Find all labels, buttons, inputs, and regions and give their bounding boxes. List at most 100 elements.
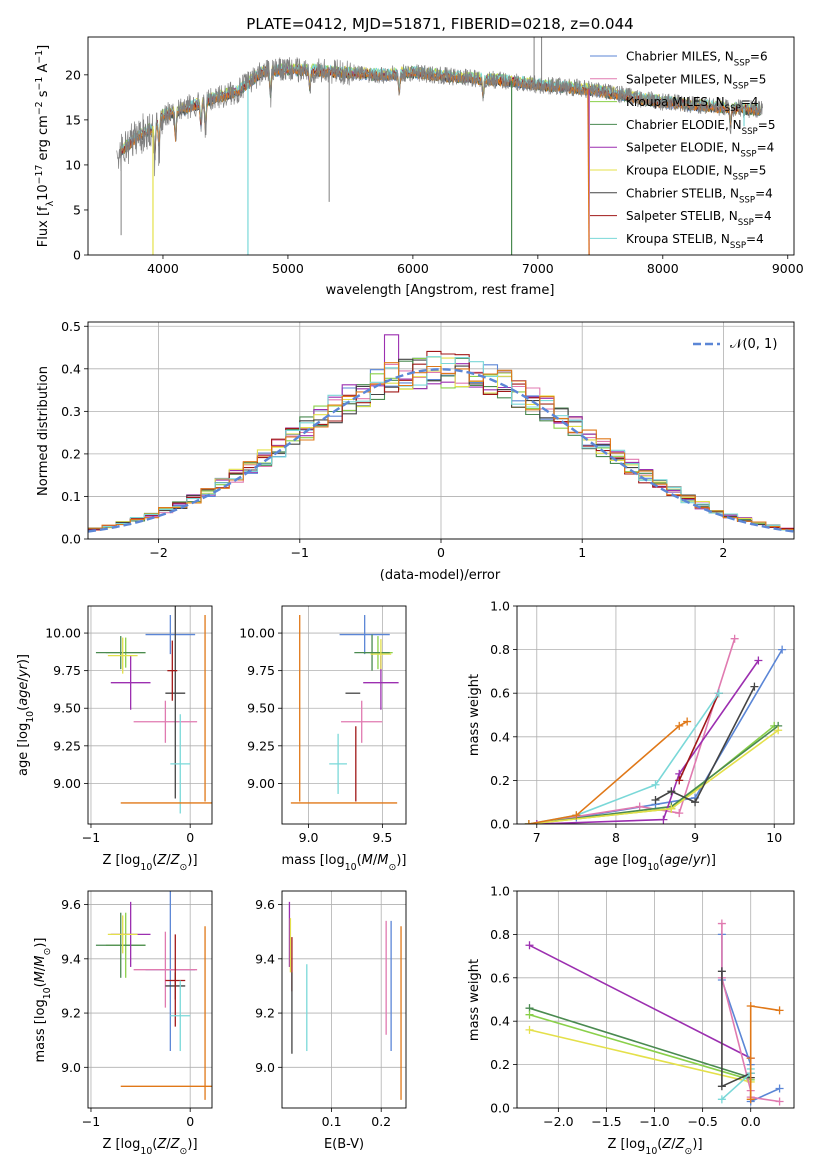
series-marker xyxy=(714,689,723,698)
plot-mass_weight_vs_Z: −2.0 −1.5 −1.0 −0.5 0.0 0.0 0.2 0.4 0.6 0.8 1.0 Z [… xyxy=(467,884,795,1157)
y-tick-label: 9.4 xyxy=(61,951,81,966)
model-dropout xyxy=(587,89,590,255)
y-tick-label: 9.2 xyxy=(255,1006,275,1021)
plot-residual_hist: −2 −1 0 1 2 0.0 0.1 0.2 0.3 0.4 0.5 𝒩(0, 1) (data-mo… xyxy=(36,319,795,583)
y-tick-label: 9.75 xyxy=(247,663,275,678)
axes-frame xyxy=(87,36,795,256)
plot-area xyxy=(524,634,787,824)
series-line xyxy=(536,660,760,824)
x-tick-label: 4000 xyxy=(147,261,179,276)
plot-area xyxy=(95,891,212,1100)
histogram-step xyxy=(88,358,794,530)
series-line xyxy=(528,720,688,824)
x-axis-label: E(B-V) xyxy=(324,1137,364,1152)
series-marker xyxy=(717,919,726,928)
series-line xyxy=(528,725,779,824)
y-tick-label: 0 xyxy=(73,248,81,263)
y-tick-label: 9.4 xyxy=(255,951,275,966)
x-tick-label: 10 xyxy=(766,830,782,845)
plot-mass_vs_EBV: 0.1 0.2 9.0 9.2 9.4 9.6 E(B-V) xyxy=(255,890,407,1152)
series-line xyxy=(529,1007,751,1079)
axes-frame xyxy=(281,890,407,1109)
series-line xyxy=(529,1013,751,1081)
axes-frame xyxy=(87,605,213,825)
y-tick-label: 9.75 xyxy=(53,663,81,678)
y-tick-label: 9.0 xyxy=(255,1060,275,1075)
legend-label: Chabrier STELIB, NSSP=4 xyxy=(626,186,773,205)
series-marker xyxy=(730,634,739,643)
y-tick-label: 10 xyxy=(65,157,81,172)
legend-label: Salpeter ELODIE, NSSP=4 xyxy=(626,141,774,160)
series-line xyxy=(529,944,752,1059)
series-marker xyxy=(667,804,676,813)
y-tick-label: 0.6 xyxy=(490,970,510,985)
series-marker xyxy=(750,682,759,691)
legend: Chabrier MILES, NSSP=6 Salpeter MILES, NS… xyxy=(590,50,775,251)
x-tick-label: 8 xyxy=(612,830,620,845)
y-axis-label: Normed distribution xyxy=(36,366,51,496)
legend-label: 𝒩(0, 1) xyxy=(730,337,777,352)
x-tick-label: 0 xyxy=(437,545,445,560)
axes-frame xyxy=(516,890,795,1109)
series-marker xyxy=(778,645,787,654)
x-axis-label: age [log10(age/yr)] xyxy=(594,853,716,873)
legend-label: Kroupa STELIB, NSSP=4 xyxy=(626,232,764,251)
plot-mass_weight_vs_age: 7 8 9 10 0.0 0.2 0.4 0.6 0.8 1.0 age [log10(age/yr… xyxy=(467,599,795,873)
legend-label: Salpeter STELIB, NSSP=4 xyxy=(626,209,772,228)
y-tick-label: 0.2 xyxy=(490,1057,510,1072)
series-line xyxy=(678,692,720,781)
plot-area xyxy=(88,334,794,533)
plot-area xyxy=(290,615,399,804)
y-axis-label: age [log10(age/yr)] xyxy=(16,654,36,776)
plot-area xyxy=(116,37,763,255)
x-axis-label: wavelength [Angstrom, rest frame] xyxy=(326,283,555,298)
series-line xyxy=(528,638,736,824)
series-marker xyxy=(775,1006,784,1015)
y-tick-label: 9.6 xyxy=(255,897,275,912)
x-tick-label: −2 xyxy=(149,545,167,560)
series-marker xyxy=(746,1095,755,1104)
series-marker xyxy=(635,802,644,811)
series-marker xyxy=(717,1095,726,1104)
y-tick-label: 0.4 xyxy=(61,361,81,376)
y-tick-label: 0.8 xyxy=(490,642,510,657)
legend-label: Chabrier ELODIE, NSSP=5 xyxy=(626,118,775,137)
plot-mass_vs_Z: −1 0 9.0 9.2 9.4 9.6 Z [log10(Z/Z⊙)] mass [log1… xyxy=(33,890,213,1157)
legend-label: Chabrier MILES, NSSP=6 xyxy=(626,50,768,69)
x-tick-label: 8000 xyxy=(647,261,679,276)
plot-age_vs_mass: 9.0 9.5 9.00 9.25 9.50 9.75 10.00 mass [log10(M… xyxy=(239,605,407,873)
series-line xyxy=(528,729,779,824)
y-tick-label: 0.4 xyxy=(490,1014,510,1029)
axes-frame xyxy=(87,890,213,1109)
series-line xyxy=(721,971,752,1088)
y-tick-label: 9.0 xyxy=(61,1060,81,1075)
x-tick-label: 0 xyxy=(186,830,194,845)
y-tick-label: 0.0 xyxy=(61,532,81,547)
axes-frame xyxy=(87,321,795,540)
y-tick-label: 0.4 xyxy=(490,729,510,744)
x-tick-label: 0.0 xyxy=(741,1114,761,1129)
x-tick-label: 7 xyxy=(533,830,541,845)
x-axis-label: Z [log10(Z/Z⊙)] xyxy=(102,853,197,873)
y-axis-label: mass [log10(M/M⊙)] xyxy=(33,938,53,1063)
x-tick-label: 5000 xyxy=(272,261,304,276)
legend-label: Kroupa MILES, NSSP=4 xyxy=(626,95,759,114)
series-marker xyxy=(775,1097,784,1106)
x-tick-label: −0.5 xyxy=(687,1114,717,1129)
series-marker xyxy=(775,1084,784,1093)
y-tick-label: 9.50 xyxy=(53,701,81,716)
series-marker xyxy=(683,717,692,726)
x-tick-label: 6000 xyxy=(397,261,429,276)
y-tick-label: 9.25 xyxy=(247,738,275,753)
x-tick-label: −1 xyxy=(82,1114,100,1129)
series-marker xyxy=(525,941,534,950)
y-tick-label: 0.0 xyxy=(490,1101,510,1116)
plot-age_vs_Z: −1 0 9.00 9.25 9.50 9.75 10.00 Z [log10(Z/Z⊙)] a… xyxy=(16,605,213,873)
x-tick-label: 2 xyxy=(719,545,727,560)
x-tick-label: 9.5 xyxy=(372,830,392,845)
series-marker xyxy=(572,811,581,820)
series-marker xyxy=(675,809,684,818)
series-marker xyxy=(651,796,660,805)
y-tick-label: 10.00 xyxy=(45,626,81,641)
